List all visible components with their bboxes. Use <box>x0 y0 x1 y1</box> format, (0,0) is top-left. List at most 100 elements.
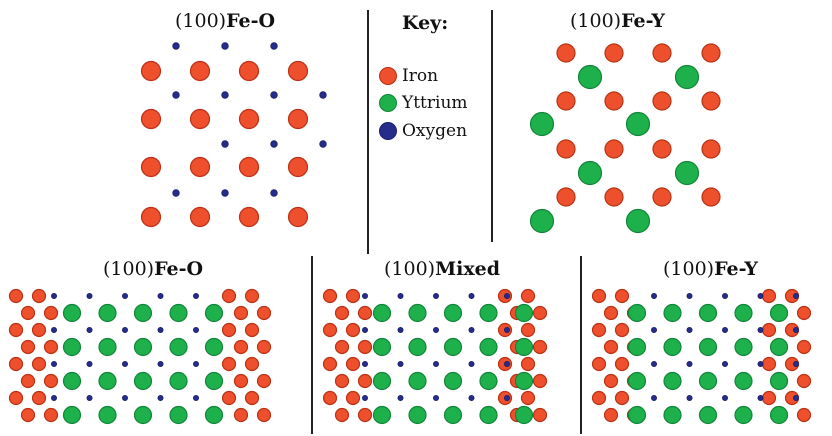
oxygen-atom <box>157 292 164 299</box>
oxygen-atom <box>361 360 368 367</box>
iron-atom <box>43 339 59 355</box>
iron-atom <box>556 139 576 159</box>
iron-atom <box>334 339 350 355</box>
oxygen-atom <box>397 394 404 401</box>
oxygen-atom <box>468 360 475 367</box>
yttrium-atom <box>443 371 463 391</box>
iron-atom <box>287 206 309 228</box>
iron-atom <box>140 60 162 82</box>
iron-atom <box>256 339 272 355</box>
oxygen-atom <box>722 292 729 299</box>
yttrium-atom <box>169 303 188 323</box>
yttrium-atom <box>514 337 534 357</box>
panel-title-bottom-right: (100)Fe-Y <box>663 258 758 280</box>
iron-atom <box>591 390 607 406</box>
legend-label-yttrium: Yttrium <box>402 93 468 113</box>
iron-atom <box>357 407 373 423</box>
yttrium-atom <box>169 371 188 391</box>
panel-title-top-left: (100)Fe-O <box>175 10 275 32</box>
iron-atom <box>603 339 619 355</box>
iron-atom <box>31 288 47 304</box>
yttrium-atom <box>769 337 789 357</box>
yttrium-atom <box>372 405 392 425</box>
oxygen-atom <box>468 292 475 299</box>
oxygen-atom <box>468 326 475 333</box>
yttrium-atom <box>372 303 392 323</box>
oxygen-atom <box>86 394 93 401</box>
iron-atom <box>345 390 361 406</box>
iron-atom <box>233 407 249 423</box>
iron-atom <box>357 305 373 321</box>
iron-atom <box>796 407 812 423</box>
iron-atom <box>532 373 548 389</box>
oxygen-atom <box>503 394 510 401</box>
oxygen-atom <box>192 394 199 401</box>
divider-bottom-right <box>580 256 582 434</box>
iron-atom <box>532 305 548 321</box>
oxygen-atom <box>793 292 800 299</box>
yttrium-atom <box>204 337 224 357</box>
yttrium-atom <box>62 303 82 323</box>
panel-title-prefix: (100) <box>175 10 227 32</box>
yttrium-atom <box>443 337 463 357</box>
oxygen-atom <box>686 394 693 401</box>
oxygen-atom <box>432 292 439 299</box>
iron-atom <box>532 339 548 355</box>
iron-atom <box>604 91 624 111</box>
iron-atom <box>761 356 777 372</box>
oxygen-atom <box>757 360 764 367</box>
oxygen-atom <box>270 42 278 50</box>
iron-atom <box>761 390 777 406</box>
iron-atom <box>140 108 162 130</box>
legend-swatch-oxygen <box>379 122 397 140</box>
iron-atom <box>591 288 607 304</box>
iron-atom <box>221 288 237 304</box>
yttrium-atom <box>663 405 682 425</box>
yttrium-atom <box>62 337 82 357</box>
iron-atom <box>8 322 24 338</box>
iron-atom <box>701 43 721 63</box>
oxygen-atom <box>270 140 278 148</box>
iron-atom <box>20 373 36 389</box>
oxygen-atom <box>157 394 164 401</box>
panel-title-prefix: (100) <box>663 258 715 280</box>
panel-title-suffix: Mixed <box>435 258 501 280</box>
yttrium-atom <box>769 303 789 323</box>
yttrium-atom <box>133 371 153 391</box>
oxygen-atom <box>468 394 475 401</box>
oxygen-atom <box>432 394 439 401</box>
iron-atom <box>238 60 260 82</box>
yttrium-atom <box>514 405 534 425</box>
yttrium-atom <box>204 405 224 425</box>
yttrium-atom <box>663 371 682 391</box>
iron-atom <box>334 373 350 389</box>
iron-atom <box>287 60 309 82</box>
yttrium-atom <box>372 371 392 391</box>
iron-atom <box>357 339 373 355</box>
oxygen-atom <box>270 189 278 197</box>
oxygen-atom <box>651 326 658 333</box>
oxygen-atom <box>503 360 510 367</box>
yttrium-atom <box>698 371 718 391</box>
yttrium-atom <box>479 337 498 357</box>
iron-atom <box>345 288 361 304</box>
iron-atom <box>591 356 607 372</box>
yttrium-atom <box>204 303 224 323</box>
yttrium-atom <box>408 371 427 391</box>
oxygen-atom <box>319 91 327 99</box>
iron-atom <box>357 373 373 389</box>
oxygen-atom <box>397 326 404 333</box>
yttrium-atom <box>674 160 700 186</box>
oxygen-atom <box>172 189 180 197</box>
iron-atom <box>43 305 59 321</box>
iron-atom <box>701 187 721 207</box>
oxygen-atom <box>51 394 58 401</box>
legend-title: Key: <box>402 12 449 34</box>
iron-atom <box>796 339 812 355</box>
iron-atom <box>140 206 162 228</box>
oxygen-atom <box>221 189 229 197</box>
yttrium-atom <box>479 303 498 323</box>
oxygen-atom <box>651 394 658 401</box>
iron-atom <box>603 305 619 321</box>
